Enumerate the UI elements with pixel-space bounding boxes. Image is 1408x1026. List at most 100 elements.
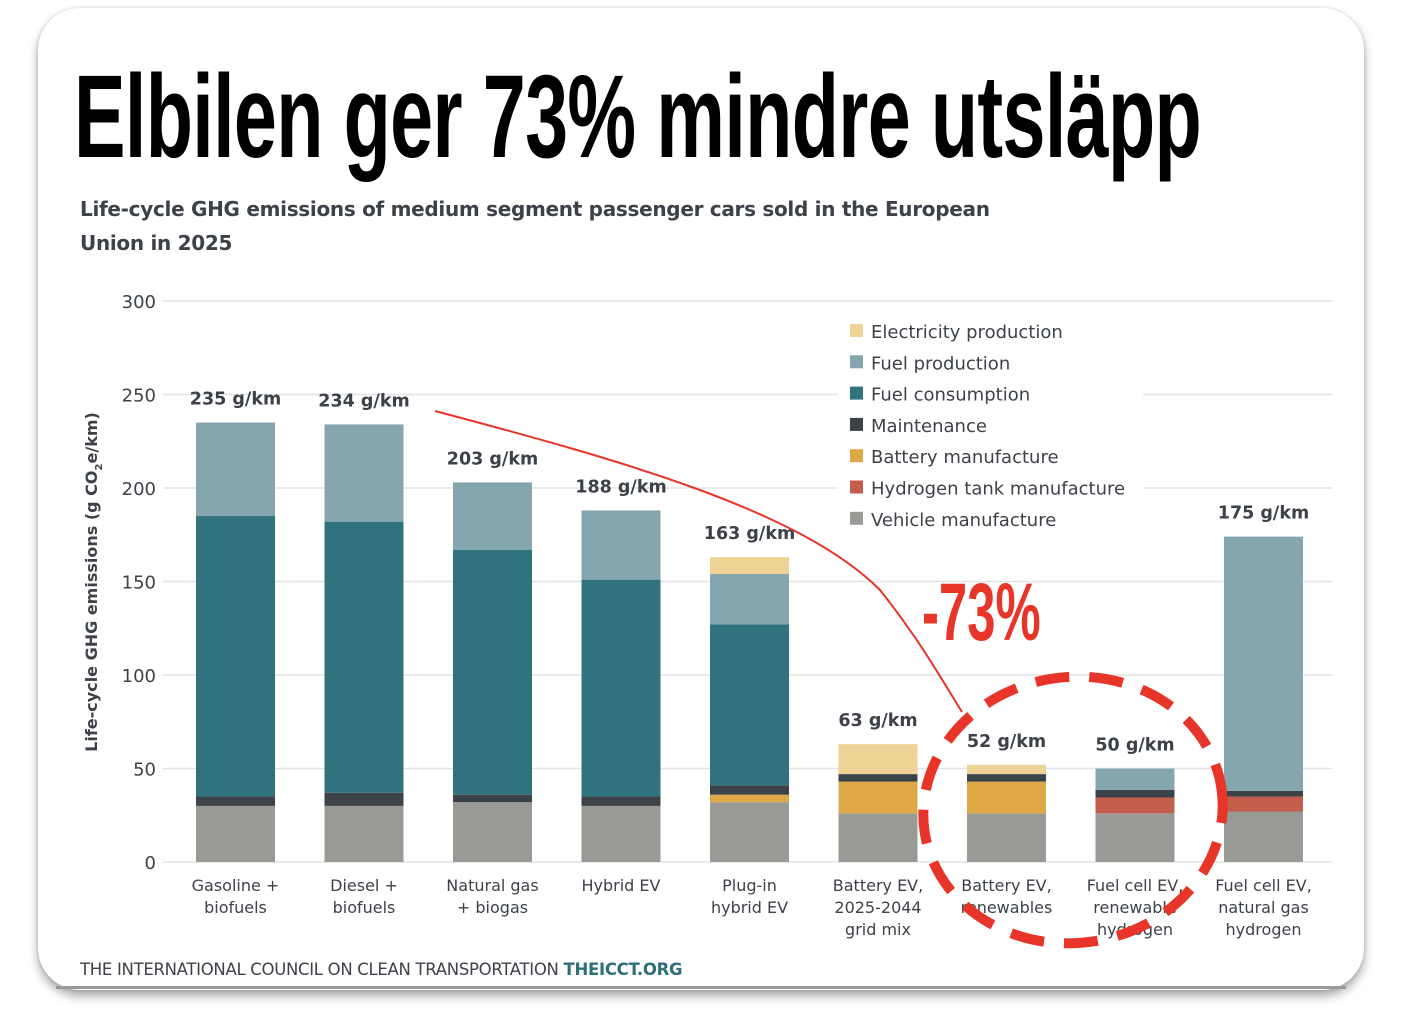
y-tick-label: 250 <box>122 386 156 407</box>
bar-segment-fuel-production <box>453 482 532 550</box>
total-label: 235 g/km <box>190 390 281 410</box>
y-tick-label: 150 <box>122 573 156 594</box>
x-tick-label: renewable <box>1093 898 1176 917</box>
bar-segment-electricity-production <box>967 764 1046 775</box>
bar-segment-fuel-production <box>1224 536 1303 791</box>
bar-segment-vehicle-manufacture <box>581 805 661 862</box>
x-tick-label: Fuel cell EV, <box>1215 876 1312 895</box>
bar-segment-maintenance <box>196 796 275 806</box>
legend: Electricity production Fuel production Fue… <box>838 312 1143 537</box>
chart-title: Life-cycle GHG emissions of medium segme… <box>80 197 990 255</box>
x-tick-label: 2025-2044 <box>834 898 921 917</box>
bar-segment-electricity-production <box>710 557 789 575</box>
x-tick-label: biofuels <box>333 898 396 917</box>
bar-segment-fuel-production <box>324 424 404 522</box>
bar-stack <box>1095 768 1175 862</box>
bars <box>196 422 1303 862</box>
x-tick-label: hydrogen <box>1226 920 1302 939</box>
total-label: 63 g/km <box>838 711 917 731</box>
legend-item: Hydrogen tank manufacture <box>850 479 1125 500</box>
bar-segment-battery-manufacture <box>710 794 789 803</box>
total-label: 52 g/km <box>967 732 1046 752</box>
legend-label: Hydrogen tank manufacture <box>871 479 1125 500</box>
legend-label: Vehicle manufacture <box>871 510 1056 531</box>
legend-swatch <box>850 511 863 525</box>
x-tick-label: renewables <box>961 898 1053 917</box>
bar-segment-electricity-production <box>838 744 918 775</box>
bar-segment-maintenance <box>1224 790 1303 797</box>
x-tick-label: biofuels <box>204 898 267 917</box>
x-tick-label: Fuel cell EV, <box>1087 876 1184 895</box>
bar-segment-vehicle-manufacture <box>453 802 532 862</box>
legend-swatch <box>850 386 863 400</box>
x-tick-label: grid mix <box>845 920 911 939</box>
divider <box>56 986 1346 989</box>
trend-arrow-curve <box>434 410 963 713</box>
bar-segment-fuel-production <box>196 422 275 517</box>
bar-segment-vehicle-manufacture <box>1224 811 1303 862</box>
legend-item: Fuel production <box>850 353 1010 374</box>
legend-item: Vehicle manufacture <box>850 510 1056 531</box>
highlight-dashed-circle <box>918 671 1228 949</box>
bar-stack <box>838 744 918 862</box>
legend-swatch <box>850 324 863 337</box>
x-tick-label: natural gas <box>1218 898 1309 917</box>
bar-segment-maintenance <box>453 794 532 803</box>
y-tick-label: 0 <box>145 853 156 874</box>
y-tick-label: 200 <box>122 479 156 500</box>
legend-swatch <box>850 355 863 369</box>
bar-segment-vehicle-manufacture <box>838 813 918 862</box>
headline: Elbilen ger 73% mindre utsläpp <box>74 51 1202 183</box>
legend-label: Electricity production <box>871 322 1063 343</box>
bar-segment-vehicle-manufacture <box>967 813 1046 862</box>
legend-label: Battery manufacture <box>871 447 1059 468</box>
legend-item: Battery manufacture <box>850 447 1059 468</box>
legend-swatch <box>850 449 863 463</box>
bar-segment-vehicle-manufacture <box>710 802 789 862</box>
bar-segment-battery-manufacture <box>967 781 1046 814</box>
bar-stack <box>324 424 404 862</box>
footer-credit: THE INTERNATIONAL COUNCIL ON CLEAN TRANS… <box>80 960 683 979</box>
bar-stack <box>196 422 275 862</box>
bar-segment-fuel-consumption <box>324 521 404 793</box>
total-label: 188 g/km <box>575 477 666 497</box>
legend-label: Fuel consumption <box>871 385 1030 406</box>
reduction-annotation: -73% <box>922 567 1041 658</box>
legend-swatch <box>850 480 863 494</box>
footer-org: THE INTERNATIONAL COUNCIL ON CLEAN TRANS… <box>80 960 559 979</box>
y-axis-label: Life-cycle GHG emissions (g CO2e/km) <box>82 412 105 752</box>
bar-segment-maintenance <box>710 785 789 795</box>
x-tick-label: Battery EV, <box>961 876 1051 895</box>
total-label: 203 g/km <box>447 449 538 469</box>
total-label: 175 g/km <box>1218 504 1309 524</box>
bar-segment-battery-manufacture <box>838 781 918 814</box>
legend-background <box>838 312 1143 537</box>
bar-segment-fuel-production <box>710 574 789 625</box>
footer-site-link[interactable]: THEICCT.ORG <box>563 960 683 979</box>
x-tick-label: hybrid EV <box>711 898 788 917</box>
y-tick-labels: 0 50 100 150 200 250 300 <box>122 292 156 874</box>
bar-segment-vehicle-manufacture <box>324 805 404 862</box>
bar-segment-vehicle-manufacture <box>196 805 275 862</box>
legend-swatch <box>850 417 863 431</box>
bar-segment-hydrogen-tank-manufacture <box>1224 796 1303 812</box>
x-tick-label: + biogas <box>457 898 528 917</box>
bar-stack <box>1224 536 1303 862</box>
bar-stack <box>453 482 532 862</box>
legend-item: Maintenance <box>850 416 987 437</box>
bar-segment-fuel-production <box>1095 768 1175 791</box>
y-tick-label: 300 <box>122 292 156 313</box>
x-tick-labels: Gasoline + biofuels Diesel + biofuels Natura… <box>192 876 1312 939</box>
x-tick-label: Natural gas <box>446 876 538 895</box>
x-tick-label: Diesel + <box>330 876 398 895</box>
x-tick-label: Battery EV, <box>833 876 923 895</box>
bar-segment-vehicle-manufacture <box>1095 813 1175 862</box>
total-labels: 235 g/km 234 g/km 203 g/km 188 g/km 163 g/km… <box>190 390 1309 756</box>
total-label: 234 g/km <box>318 391 409 411</box>
total-label: 163 g/km <box>704 524 795 544</box>
bar-stack <box>967 764 1046 862</box>
y-tick-label: 50 <box>133 760 156 781</box>
total-label: 50 g/km <box>1095 736 1174 756</box>
bar-segment-maintenance <box>967 774 1046 782</box>
